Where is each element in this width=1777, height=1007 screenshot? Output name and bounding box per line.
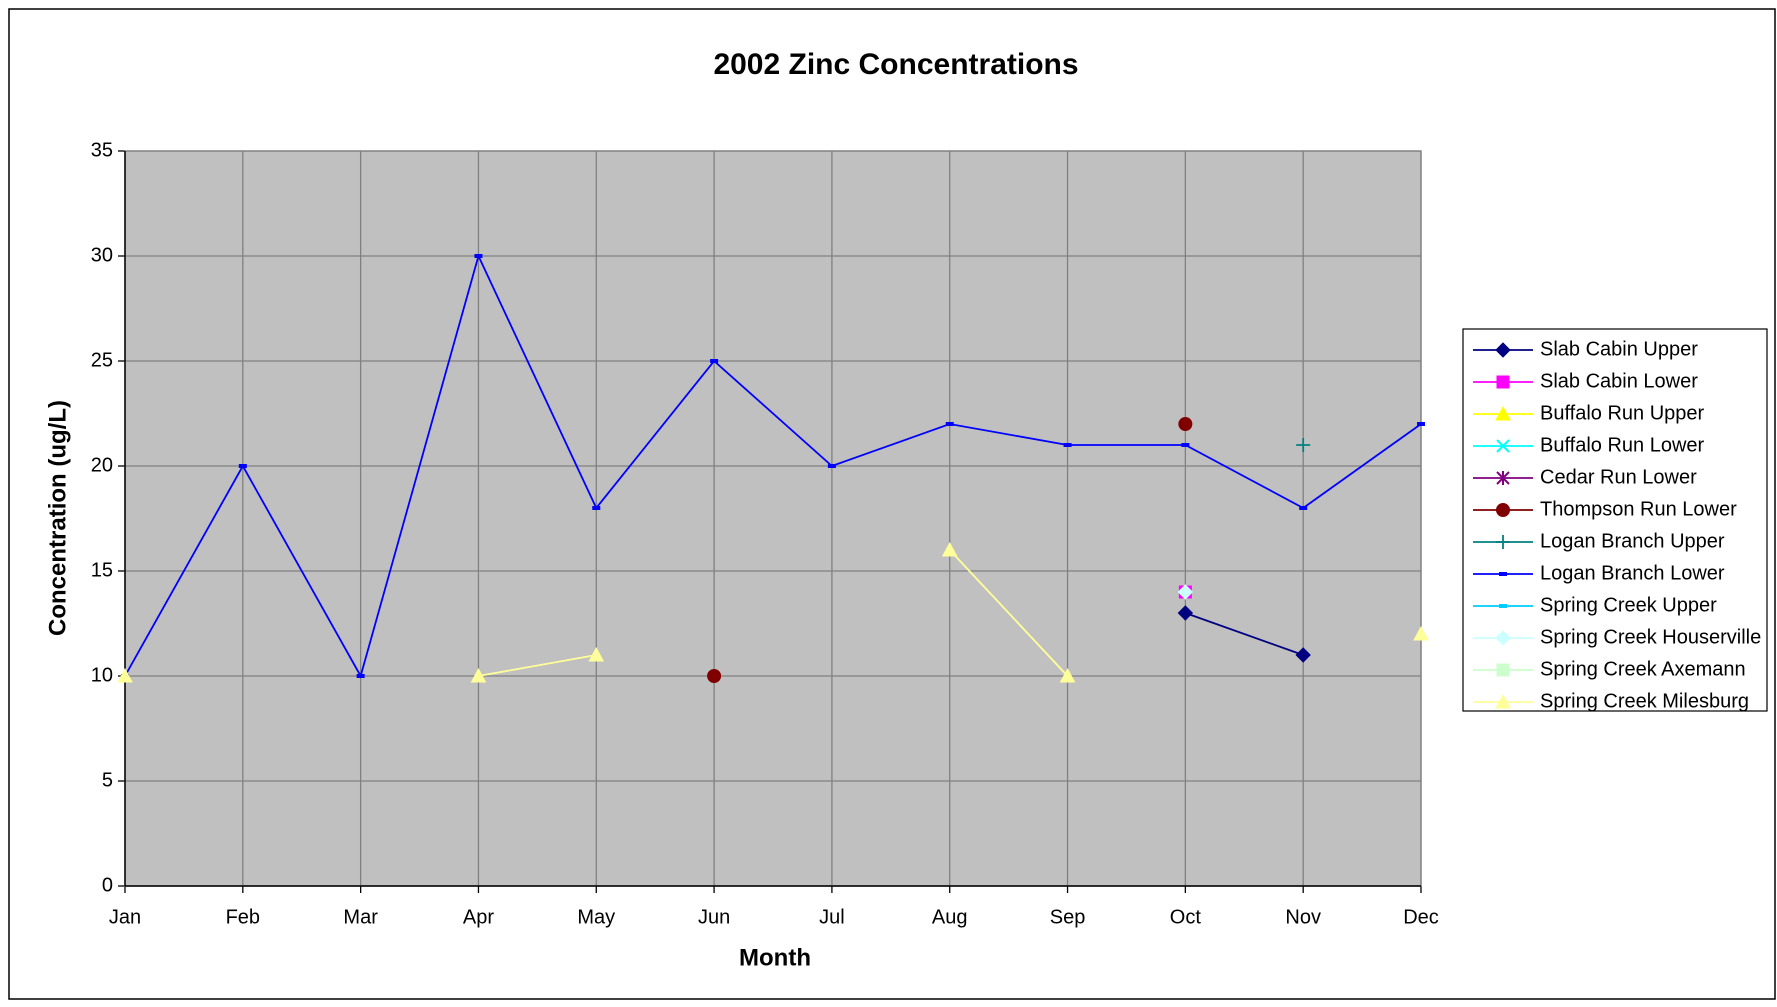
marker — [1177, 584, 1194, 600]
marker — [1495, 693, 1511, 709]
marker — [1296, 438, 1311, 452]
marker — [1495, 630, 1511, 646]
x-tick-label: Jun — [698, 906, 730, 928]
y-tick-label: 20 — [91, 454, 113, 476]
x-tick-label: Dec — [1403, 906, 1439, 928]
marker — [588, 646, 605, 662]
x-tick-label: Jan — [109, 906, 141, 928]
marker — [1295, 647, 1311, 663]
marker — [1178, 417, 1193, 431]
marker — [1496, 439, 1510, 453]
marker — [1496, 471, 1510, 485]
marker — [1181, 443, 1190, 447]
x-tick-label: May — [577, 906, 615, 928]
marker — [945, 422, 954, 426]
series-line — [949, 549, 1069, 677]
y-tick-label: 25 — [91, 349, 113, 371]
chart-title: 2002 Zinc Concentrations — [713, 48, 1078, 81]
series-line — [1185, 612, 1304, 656]
plot-area — [125, 151, 1421, 886]
marker — [238, 464, 247, 468]
marker — [1299, 506, 1308, 510]
legend-label: Spring Creek Houserville — [1540, 626, 1761, 648]
x-axis-title: Month — [739, 944, 811, 971]
marker — [1495, 405, 1511, 421]
x-tick-label: Feb — [226, 906, 260, 928]
marker — [1177, 605, 1194, 621]
marker — [1495, 342, 1511, 358]
y-tick-label: 15 — [91, 559, 113, 581]
marker — [707, 669, 722, 683]
y-axis-title: Concentration (ug/L) — [44, 400, 71, 636]
marker — [941, 541, 958, 557]
series-line — [478, 654, 597, 677]
legend-label: Slab Cabin Upper — [1540, 338, 1698, 360]
marker — [1496, 375, 1510, 389]
legend-label: Buffalo Run Upper — [1540, 402, 1705, 424]
x-tick-label: Oct — [1170, 906, 1202, 928]
legend-label: Slab Cabin Lower — [1540, 370, 1698, 392]
marker — [1499, 604, 1507, 608]
marker — [474, 254, 483, 258]
x-tick-label: Mar — [343, 906, 378, 928]
marker — [1413, 625, 1429, 641]
marker — [1063, 443, 1072, 447]
legend — [1462, 328, 1768, 712]
x-tick-label: Apr — [463, 906, 494, 928]
legend-label: Cedar Run Lower — [1540, 466, 1697, 488]
y-tick-label: 10 — [91, 664, 113, 686]
marker — [1499, 572, 1507, 576]
marker — [1496, 503, 1510, 517]
marker — [710, 359, 719, 363]
series-line — [124, 253, 1422, 679]
marker — [592, 506, 601, 510]
legend-label: Spring Creek Axemann — [1540, 658, 1746, 680]
marker — [827, 464, 836, 468]
x-tick-label: Nov — [1285, 906, 1321, 928]
x-tick-label: Sep — [1050, 906, 1086, 928]
y-tick-label: 5 — [102, 769, 113, 791]
y-tick-label: 30 — [91, 244, 113, 266]
x-tick-label: Jul — [819, 906, 845, 928]
y-tick-label: 0 — [102, 874, 113, 896]
marker — [470, 667, 487, 683]
legend-label: Thompson Run Lower — [1540, 498, 1737, 520]
marker — [117, 667, 133, 683]
marker — [1496, 535, 1510, 549]
legend-label: Spring Creek Milesburg — [1540, 690, 1749, 712]
marker — [1059, 667, 1076, 683]
y-tick-label: 35 — [91, 139, 113, 161]
marker — [1417, 422, 1425, 426]
legend-label: Logan Branch Upper — [1540, 530, 1725, 552]
marker — [356, 674, 365, 678]
x-tick-label: Aug — [932, 906, 968, 928]
legend-label: Spring Creek Upper — [1540, 594, 1717, 616]
legend-label: Logan Branch Lower — [1540, 562, 1725, 584]
legend-label: Buffalo Run Lower — [1540, 434, 1705, 456]
marker — [1496, 663, 1510, 677]
